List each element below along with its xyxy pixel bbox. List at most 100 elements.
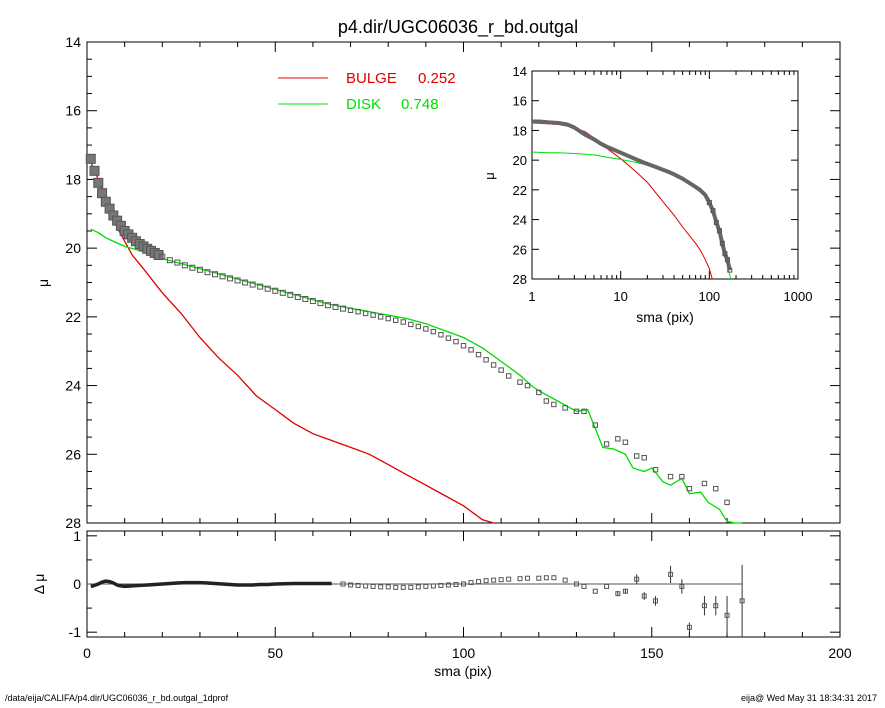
main-data-point — [543, 398, 550, 404]
residual-point — [415, 584, 421, 590]
residual-y-tick-label: 0 — [73, 576, 81, 592]
residual-point — [400, 584, 406, 590]
residual-point — [668, 571, 674, 577]
residual-panel: -101 0 50 100 150 200 Δ μ sma (pix) — [31, 528, 852, 679]
inset-y-tick-label: 20 — [513, 153, 527, 168]
residual-point — [370, 583, 376, 589]
main-data-point — [498, 367, 504, 373]
main-data-point — [227, 275, 234, 282]
main-data-point — [573, 408, 580, 415]
main-data-point — [302, 295, 309, 302]
residual-point — [562, 577, 568, 583]
residual-point — [506, 576, 512, 582]
residual-point — [348, 582, 354, 588]
main-data-point — [679, 473, 685, 480]
legend-bulge-value: 0.252 — [418, 70, 456, 87]
residual-dense-curve — [90, 579, 332, 589]
main-data-point — [317, 300, 324, 307]
main-data-point — [355, 309, 361, 315]
residual-point — [634, 576, 640, 582]
main-data-point — [309, 298, 316, 305]
legend-disk-label: DISK — [346, 96, 381, 113]
main-data-point — [445, 335, 452, 341]
residual-x-tick-label: 50 — [267, 645, 283, 661]
main-y-axis: 14 16 18 20 22 24 26 28 — [65, 34, 840, 531]
residual-point — [615, 591, 621, 597]
residual-point — [536, 575, 542, 581]
main-data-point — [430, 328, 437, 335]
main-y-tick-label: 18 — [65, 171, 81, 187]
inset-data-point — [706, 199, 712, 205]
residual-point — [679, 583, 685, 589]
inset-x-tick-label: 1 — [528, 289, 535, 304]
residual-point — [423, 583, 429, 589]
residual-point — [461, 581, 466, 587]
main-data-point — [724, 499, 730, 506]
inset-data-point — [713, 220, 719, 226]
main-data-point — [189, 264, 196, 271]
main-data-point — [174, 259, 181, 266]
main-data-point — [453, 338, 459, 345]
inset-data-point — [716, 228, 722, 234]
residual-x-axis: 0 50 100 150 200 — [83, 531, 852, 661]
main-data-point — [264, 285, 271, 292]
main-data-point — [622, 439, 629, 445]
residual-y-tick-label: 1 — [73, 528, 81, 544]
main-series-bulge-line — [90, 162, 494, 524]
main-data-point — [615, 436, 621, 442]
residual-point — [739, 598, 745, 604]
residual-y-axis: -1 0 1 — [69, 528, 840, 640]
main-x-axis — [86, 42, 841, 523]
main-data-point — [219, 273, 226, 280]
main-data-point — [603, 441, 610, 447]
main-data-point — [347, 307, 354, 314]
inset-plot-frame — [531, 70, 799, 280]
residual-point — [438, 582, 444, 588]
main-y-axis-label: μ — [35, 279, 51, 287]
inset-x-tick-label: 100 — [698, 289, 720, 304]
residual-point — [498, 577, 504, 583]
main-data-point — [377, 314, 384, 320]
inset-x-tick-label: 1000 — [784, 289, 813, 304]
inset-data-point — [727, 267, 733, 273]
main-y-tick-label: 24 — [65, 378, 81, 394]
main-data-point — [415, 323, 422, 330]
residual-point — [385, 584, 391, 590]
main-y-tick-label: 16 — [65, 103, 81, 119]
main-data-point — [701, 480, 708, 487]
main-data-point — [652, 467, 659, 473]
inset-x-axis-label: sma (pix) — [636, 309, 694, 325]
main-y-tick-label: 14 — [65, 34, 81, 50]
residual-point — [355, 582, 361, 588]
main-data-point — [468, 347, 474, 353]
main-data-point — [294, 293, 301, 300]
inset-y-tick-label: 18 — [513, 123, 527, 138]
residual-point — [517, 576, 523, 582]
residual-point — [453, 581, 459, 587]
main-data-point — [212, 271, 219, 278]
residual-point — [445, 582, 451, 588]
footer-file-path: /data/eija/CALIFA/p4.dir/UGC06036_r_bd.o… — [5, 693, 229, 703]
main-data-point — [85, 153, 96, 164]
main-data-point — [562, 405, 568, 411]
residual-point — [713, 603, 719, 609]
residual-point — [363, 583, 369, 589]
main-series-disk-line — [90, 228, 743, 524]
main-y-tick-label: 20 — [65, 240, 81, 256]
main-data-point — [393, 317, 399, 323]
residual-point — [724, 612, 730, 618]
main-data-point — [581, 408, 587, 415]
main-data-point — [423, 326, 429, 332]
residual-point — [468, 580, 474, 586]
main-y-tick-label: 28 — [65, 515, 81, 531]
residual-point — [476, 579, 482, 585]
inset-y-tick-label: 22 — [513, 183, 527, 198]
residual-point — [573, 581, 579, 587]
residual-point — [581, 583, 587, 589]
residual-point — [491, 577, 497, 583]
main-data-point — [159, 253, 166, 260]
main-panel: 14 16 18 20 22 24 26 28 μ BULGE 0.252 DISK 0.74… — [35, 34, 841, 531]
main-data-point — [385, 315, 391, 322]
main-data-point — [438, 332, 444, 338]
